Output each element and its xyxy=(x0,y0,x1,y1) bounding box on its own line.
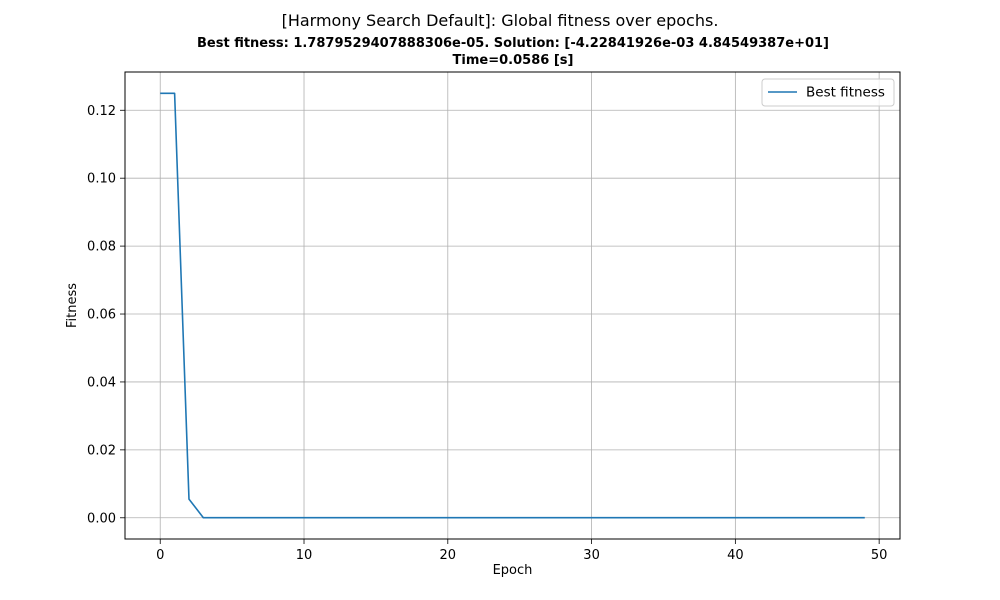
series-line-best-fitness xyxy=(160,92,865,519)
chart-title: [Harmony Search Default]: Global fitness… xyxy=(282,11,719,30)
y-tick-label: 0.10 xyxy=(87,172,116,187)
x-tick-label: 50 xyxy=(871,548,888,563)
y-tick-label: 0.08 xyxy=(87,240,116,255)
x-tick-label: 10 xyxy=(296,548,313,563)
x-tick-label: 0 xyxy=(156,548,164,563)
legend: Best fitness xyxy=(761,78,895,107)
x-tick-label: 40 xyxy=(727,548,744,563)
y-tick-label: 0.06 xyxy=(87,308,116,323)
x-tick-label: 30 xyxy=(583,548,600,563)
y-tick-label: 0.00 xyxy=(87,511,116,526)
y-axis-label: Fitness xyxy=(65,283,80,328)
series-layer xyxy=(160,92,865,519)
y-tick-label: 0.02 xyxy=(87,443,116,458)
plot-area-frame xyxy=(124,71,901,540)
x-tick-label: 20 xyxy=(440,548,457,563)
y-axis-ticks: 0.00 0.02 0.04 0.06 0.08 0.10 0.12 xyxy=(87,104,125,526)
chart-subtitle-line-2: Time=0.0586 [s] xyxy=(453,53,574,68)
chart-subtitle-line-1: Best fitness: 1.7879529407888306e-05. So… xyxy=(197,36,829,51)
grid-lines xyxy=(125,72,900,539)
y-tick-label: 0.12 xyxy=(87,104,116,119)
x-axis-ticks: 0 10 20 30 40 50 xyxy=(156,539,887,563)
x-axis-label: Epoch xyxy=(493,563,533,578)
y-tick-label: 0.04 xyxy=(87,375,116,390)
legend-label-best-fitness: Best fitness xyxy=(806,85,885,101)
legend-box xyxy=(761,78,895,107)
